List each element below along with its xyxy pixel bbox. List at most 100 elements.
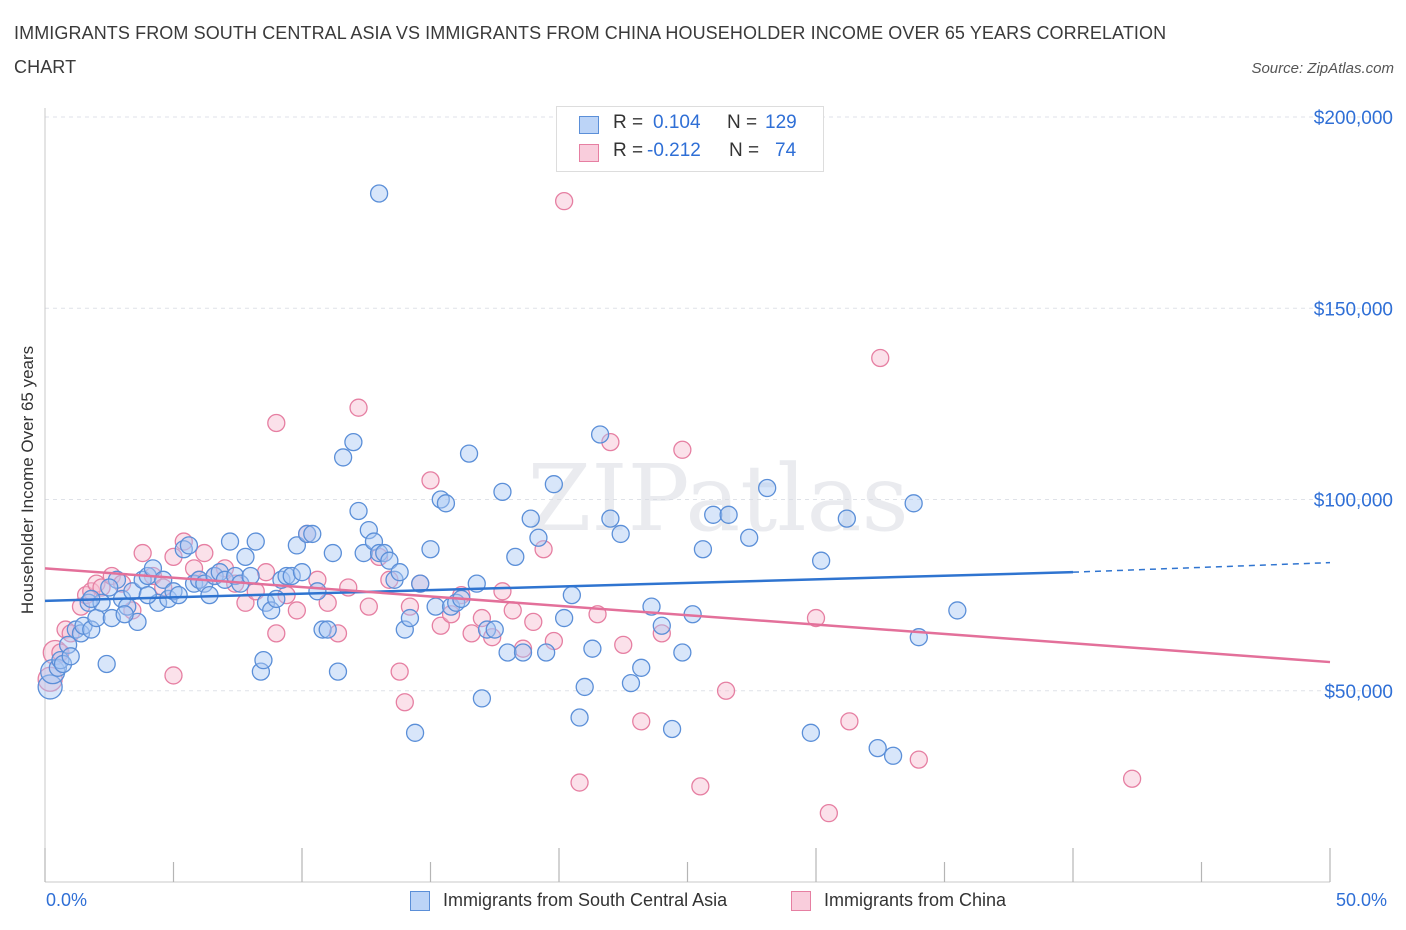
point-south-central-asia — [485, 620, 504, 639]
y-tick-label: $100,000 — [1314, 491, 1393, 512]
point-south-central-asia — [529, 528, 548, 547]
trend-lines — [44, 561, 1331, 664]
legend-r-value: 0.104 — [653, 112, 701, 133]
point-south-central-asia — [498, 643, 517, 662]
point-south-central-asia — [472, 689, 492, 708]
point-south-central-asia — [537, 643, 556, 662]
y-tick-label: $150,000 — [1314, 299, 1393, 320]
point-china — [462, 624, 481, 643]
correlation-legend: R = 0.104 N = 129 R = -0.212 N = 74 — [556, 106, 824, 172]
x-tick-max: 50.0% — [1336, 890, 1388, 910]
point-south-central-asia — [313, 620, 332, 639]
point-china — [267, 624, 286, 643]
legend-n-label: N = — [727, 112, 758, 133]
point-china — [503, 601, 522, 620]
point-south-central-asia — [107, 570, 127, 589]
point-south-central-asia — [40, 658, 66, 685]
point-south-central-asia — [601, 509, 620, 528]
point-china — [287, 601, 307, 620]
point-south-central-asia — [459, 444, 479, 463]
legend-n-label: N = — [729, 140, 760, 161]
point-south-central-asia — [100, 578, 119, 597]
point-china — [359, 597, 378, 616]
point-south-central-asia — [53, 654, 73, 674]
point-south-central-asia — [642, 597, 661, 616]
legend-n-value: 129 — [765, 112, 797, 133]
point-south-central-asia — [292, 563, 312, 582]
bottom-legend-label: Immigrants from South Central Asia — [443, 890, 728, 910]
chart-title: IMMIGRANTS FROM SOUTH CENTRAL ASIA VS IM… — [14, 23, 1167, 77]
point-china — [493, 582, 512, 601]
point-china — [806, 608, 826, 628]
point-south-central-asia — [344, 432, 363, 452]
point-china — [390, 662, 409, 681]
watermark: ZIPatlas — [527, 445, 908, 552]
point-south-central-asia — [554, 608, 574, 628]
point-south-central-asia — [662, 719, 682, 739]
point-china — [51, 643, 70, 662]
point-south-central-asia — [354, 543, 373, 563]
point-south-central-asia — [323, 543, 342, 563]
point-china — [164, 547, 183, 567]
legend-n-value: 74 — [775, 140, 797, 161]
legend-r-value: -0.212 — [647, 140, 701, 161]
point-south-central-asia — [61, 647, 80, 666]
y-tick-labels: $50,000 $100,000 $150,000 $200,000 — [1314, 108, 1393, 703]
point-china — [164, 666, 183, 685]
point-south-central-asia — [82, 620, 101, 639]
point-china — [614, 635, 633, 654]
point-south-central-asia — [390, 563, 409, 582]
point-south-central-asia — [421, 540, 440, 559]
point-china — [133, 543, 152, 563]
point-south-central-asia — [58, 635, 78, 654]
point-china — [534, 540, 553, 559]
point-south-central-asia — [513, 643, 533, 662]
point-china — [42, 639, 68, 666]
point-china — [472, 608, 492, 628]
point-south-central-asia — [251, 662, 271, 681]
point-south-central-asia — [328, 662, 348, 681]
point-south-central-asia — [575, 677, 594, 697]
trend-line-extension — [1072, 561, 1331, 573]
point-south-central-asia — [740, 528, 759, 547]
point-china — [632, 712, 651, 731]
point-south-central-asia — [395, 620, 414, 639]
bottom-legend-label: Immigrants from China — [824, 890, 1007, 910]
y-tick-label: $50,000 — [1324, 682, 1393, 703]
point-south-central-asia — [97, 654, 116, 674]
point-china — [395, 693, 414, 712]
point-south-central-asia — [303, 524, 322, 544]
point-south-central-asia — [562, 585, 581, 605]
point-china — [184, 559, 204, 578]
point-south-central-asia — [632, 658, 651, 677]
point-south-central-asia — [369, 184, 389, 203]
point-south-central-asia — [506, 547, 525, 567]
point-south-central-asia — [719, 505, 738, 524]
point-south-central-asia — [673, 643, 692, 662]
point-south-central-asia — [308, 582, 327, 601]
point-south-central-asia — [169, 585, 188, 605]
point-south-central-asia — [583, 639, 602, 658]
point-china — [554, 191, 574, 211]
point-south-central-asia — [318, 620, 337, 639]
point-south-central-asia — [282, 566, 301, 586]
point-south-central-asia — [297, 524, 317, 544]
point-china — [92, 578, 111, 597]
point-south-central-asia — [477, 620, 497, 639]
point-china — [431, 616, 450, 635]
point-south-central-asia — [380, 551, 399, 570]
point-south-central-asia — [369, 543, 389, 563]
point-china — [716, 681, 736, 700]
point-south-central-asia — [364, 532, 384, 551]
point-south-central-asia — [115, 605, 134, 624]
trend-line-south-central-asia — [44, 570, 1074, 603]
point-china — [441, 605, 461, 624]
point-south-central-asia — [349, 501, 368, 521]
point-south-central-asia — [287, 536, 307, 555]
legend-swatch-blue — [579, 116, 599, 134]
point-china — [267, 413, 286, 433]
point-south-central-asia — [801, 723, 821, 742]
point-south-central-asia — [400, 608, 420, 628]
point-china — [195, 543, 214, 563]
point-south-central-asia — [948, 601, 967, 620]
